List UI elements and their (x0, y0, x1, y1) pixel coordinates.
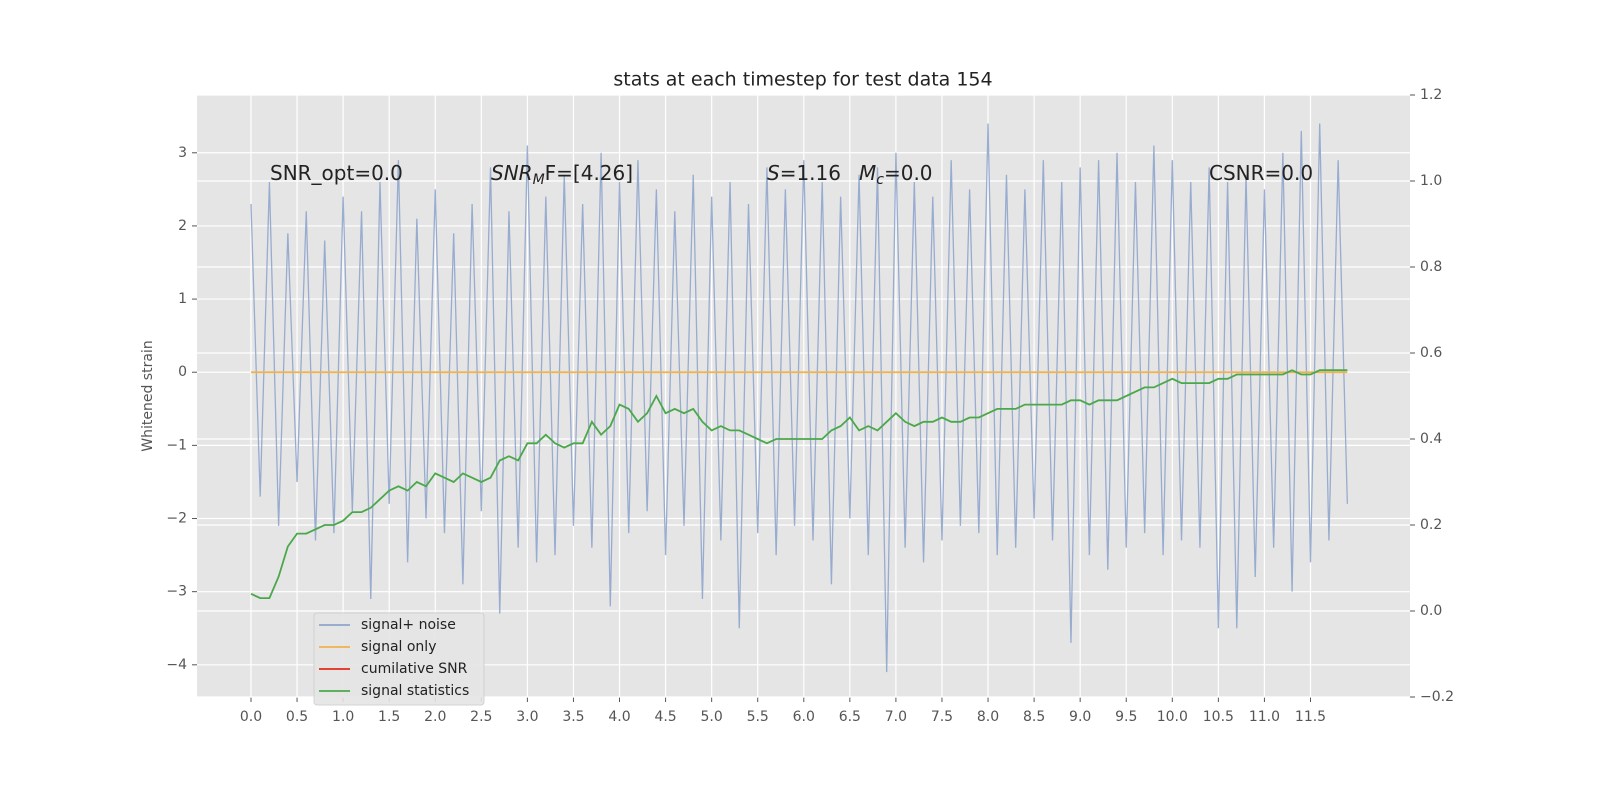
annotation-tail: F=[4.26] (545, 161, 633, 185)
x-tick-label: 7.5 (931, 709, 953, 725)
legend-box (313, 612, 485, 706)
x-tick-label: 4.0 (608, 709, 630, 725)
y2-tick-label: 0.0 (1420, 603, 1442, 619)
x-tick-label: 1.5 (378, 709, 400, 725)
x-tick-label: 6.5 (839, 709, 861, 725)
y-tick-label: −4 (166, 657, 187, 673)
annotation-base: M (859, 161, 876, 185)
annotation: SNR_opt=0.0 (270, 161, 403, 185)
y2-tick-label: −0.2 (1420, 689, 1454, 705)
x-tick-label: 9.5 (1115, 709, 1137, 725)
annotation-sub: M (533, 172, 545, 188)
x-tick-label: 3.0 (516, 709, 538, 725)
y-tick-label: −2 (166, 511, 187, 527)
y-tick-label: −3 (166, 584, 187, 600)
x-tick-label: 10.5 (1203, 709, 1234, 725)
legend-label: signal only (361, 639, 436, 655)
y-tick-label: 2 (178, 218, 187, 234)
y-tick-label: 0 (178, 364, 187, 380)
x-tick-label: 11.0 (1249, 709, 1280, 725)
legend-label: signal statistics (361, 683, 469, 699)
y-axis-label: Whitened strain (140, 340, 156, 451)
annotation: SNRMF=[4.26] (491, 161, 633, 189)
x-tick-label: 9.0 (1069, 709, 1091, 725)
x-tick-label: 5.5 (747, 709, 769, 725)
annotation: CSNR=0.0 (1209, 161, 1313, 185)
annotation-base: S (767, 161, 780, 185)
x-tick-label: 1.0 (332, 709, 354, 725)
x-tick-label: 10.0 (1157, 709, 1188, 725)
y2-tick-label: 1.0 (1420, 173, 1442, 189)
y2-tick-label: 0.6 (1420, 345, 1442, 361)
annotation-base: SNR_opt=0.0 (270, 161, 403, 185)
x-tick-label: 8.5 (1023, 709, 1045, 725)
legend-label: signal+ noise (361, 617, 456, 633)
x-tick-label: 4.5 (654, 709, 676, 725)
annotation-base: SNR (491, 161, 533, 185)
y2-tick-label: 0.4 (1420, 431, 1442, 447)
x-tick-label: 0.0 (240, 709, 262, 725)
legend-label: cumilative SNR (361, 661, 468, 677)
annotation-tail: =0.0 (884, 161, 933, 185)
x-tick-label: 0.5 (286, 709, 308, 725)
x-tick-label: 6.0 (793, 709, 815, 725)
chart-title: stats at each timestep for test data 154 (613, 69, 992, 91)
x-tick-label: 2.5 (470, 709, 492, 725)
y-tick-label: 1 (178, 291, 187, 307)
y2-tick-label: 1.2 (1420, 87, 1442, 103)
x-tick-label: 11.5 (1295, 709, 1326, 725)
y-tick-label: 3 (178, 145, 187, 161)
x-tick-label: 2.0 (424, 709, 446, 725)
y2-tick-label: 0.8 (1420, 259, 1442, 275)
x-tick-label: 3.5 (562, 709, 584, 725)
series-line (250, 123, 1348, 673)
y2-tick-label: 0.2 (1420, 517, 1442, 533)
annotation: Mc=0.0 (859, 161, 933, 189)
x-tick-label: 7.0 (885, 709, 907, 725)
x-tick-label: 5.0 (701, 709, 723, 725)
annotation-sub: c (876, 172, 884, 188)
y-tick-label: −1 (166, 437, 187, 453)
annotation-base: CSNR=0.0 (1209, 161, 1313, 185)
annotation-tail: =1.16 (780, 161, 841, 185)
annotation: S=1.16 (767, 161, 841, 185)
x-tick-label: 8.0 (977, 709, 999, 725)
series-line (250, 369, 1348, 599)
